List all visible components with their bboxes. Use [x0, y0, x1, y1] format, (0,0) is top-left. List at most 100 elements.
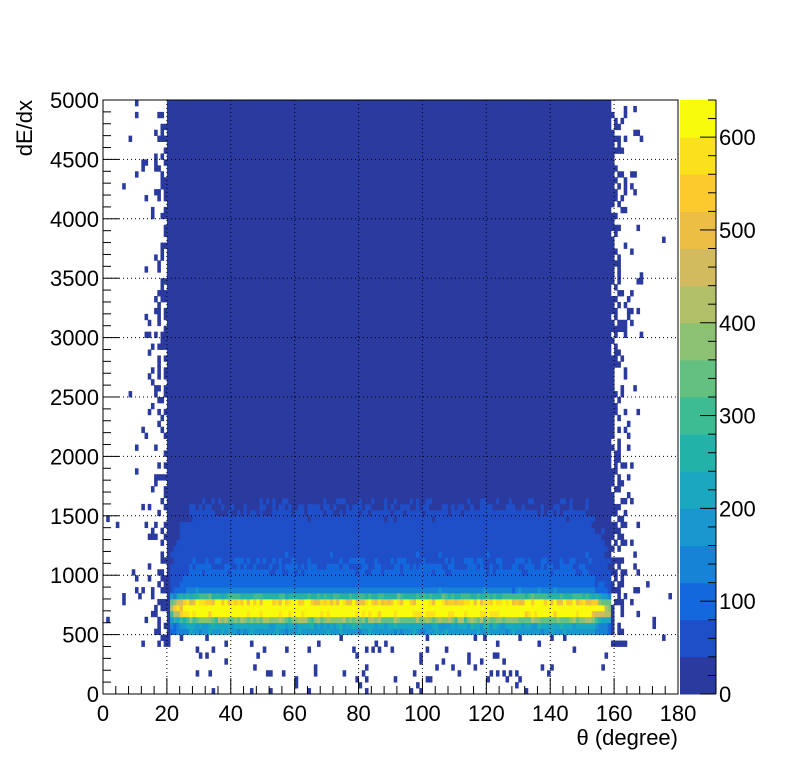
heatmap-cell [259, 575, 264, 582]
heatmap-cell [281, 587, 286, 594]
heatmap-cell [291, 355, 296, 362]
heatmap-cell [256, 319, 260, 327]
heatmap-cell [313, 319, 318, 327]
heatmap-cell [265, 563, 270, 570]
heatmap-cell [301, 622, 305, 630]
heatmap-cell [243, 456, 248, 463]
heatmap-cell [170, 159, 174, 166]
heatmap-cell [301, 432, 305, 439]
heatmap-cell [182, 355, 187, 362]
heatmap-cell [294, 189, 299, 196]
heatmap-cell [246, 135, 251, 142]
heatmap-cell [208, 456, 213, 463]
heatmap-cell [288, 361, 292, 368]
heatmap-cell [294, 177, 299, 184]
heatmap-cell [256, 236, 260, 243]
heatmap-cell [288, 373, 292, 380]
heatmap-cell [275, 307, 280, 315]
heatmap-cell [301, 307, 305, 315]
heatmap-cell [323, 284, 328, 291]
heatmap-cell [288, 545, 292, 552]
heatmap-cell [288, 165, 292, 172]
heatmap-cell [313, 420, 318, 428]
heatmap-cell [243, 105, 248, 113]
heatmap-cell [230, 123, 235, 131]
heatmap-cell [195, 171, 200, 178]
heatmap-cell [246, 212, 251, 220]
heatmap-cell [186, 159, 190, 166]
heatmap-cell [221, 438, 225, 445]
heatmap-cell [297, 349, 302, 356]
heatmap-cell [323, 290, 328, 297]
heatmap-cell [233, 622, 238, 630]
heatmap-cell [176, 385, 181, 392]
heatmap-cell [288, 515, 292, 523]
heatmap-cell [243, 503, 248, 511]
heatmap-cell [294, 123, 299, 131]
heatmap-cell [275, 486, 280, 493]
heatmap-cell [323, 402, 328, 410]
heatmap-cell [320, 218, 324, 226]
heatmap-cell [317, 557, 321, 564]
heatmap-cell [265, 349, 270, 356]
heatmap-cell [297, 296, 302, 303]
heatmap-cell [230, 509, 235, 517]
heatmap-cell [233, 242, 238, 249]
heatmap-cell [230, 195, 235, 202]
heatmap-cell [333, 343, 337, 350]
heatmap-cell [202, 165, 206, 172]
heatmap-cell [176, 278, 181, 285]
heatmap-cell [189, 301, 193, 309]
heatmap-cell [301, 474, 305, 481]
heatmap-cell [259, 123, 264, 131]
heatmap-cell [163, 557, 168, 564]
heatmap-cell [176, 177, 181, 184]
heatmap-cell [189, 486, 193, 493]
heatmap-cell [333, 593, 337, 600]
heatmap-cell [310, 212, 315, 220]
heatmap-cell [326, 486, 331, 493]
heatmap-cell [278, 604, 283, 612]
heatmap-cell [249, 171, 254, 178]
heatmap-cell [317, 337, 321, 344]
heatmap-cell [310, 236, 315, 243]
heatmap-cell [218, 563, 222, 570]
heatmap-cell [291, 616, 296, 624]
heatmap-cell [281, 414, 286, 422]
heatmap-cell [281, 307, 286, 315]
heatmap-cell [265, 545, 270, 552]
heatmap-cell [173, 117, 177, 125]
heatmap-cell [166, 260, 171, 267]
heatmap-cell [166, 111, 171, 119]
heatmap-cell [211, 521, 216, 529]
heatmap-cell [317, 480, 321, 487]
heatmap-cell [211, 385, 216, 392]
heatmap-cell [176, 450, 181, 457]
heatmap-cell [313, 551, 318, 558]
heatmap-cell [218, 206, 222, 214]
heatmap-cell [208, 159, 213, 166]
heatmap-cell [192, 420, 197, 428]
heatmap-cell [233, 212, 238, 220]
heatmap-cell [186, 391, 190, 398]
heatmap-cell [186, 349, 190, 356]
heatmap-cell [179, 200, 184, 208]
heatmap-cell [233, 408, 238, 416]
heatmap-cell [205, 480, 209, 487]
heatmap-cell [233, 218, 238, 226]
heatmap-cell [202, 100, 206, 107]
heatmap-cell [176, 444, 181, 451]
heatmap-cell [173, 141, 177, 148]
heatmap-cell [249, 290, 254, 297]
heatmap-cell [275, 111, 280, 119]
heatmap-cell [323, 343, 328, 350]
heatmap-cell [227, 616, 232, 624]
heatmap-cell [317, 456, 321, 463]
heatmap-cell [214, 254, 219, 261]
heatmap-cell [154, 159, 158, 166]
heatmap-cell [323, 539, 328, 546]
heatmap-cell [326, 200, 331, 208]
heatmap-cell [170, 533, 174, 540]
heatmap-cell [253, 319, 257, 327]
heatmap-cell [243, 218, 248, 226]
